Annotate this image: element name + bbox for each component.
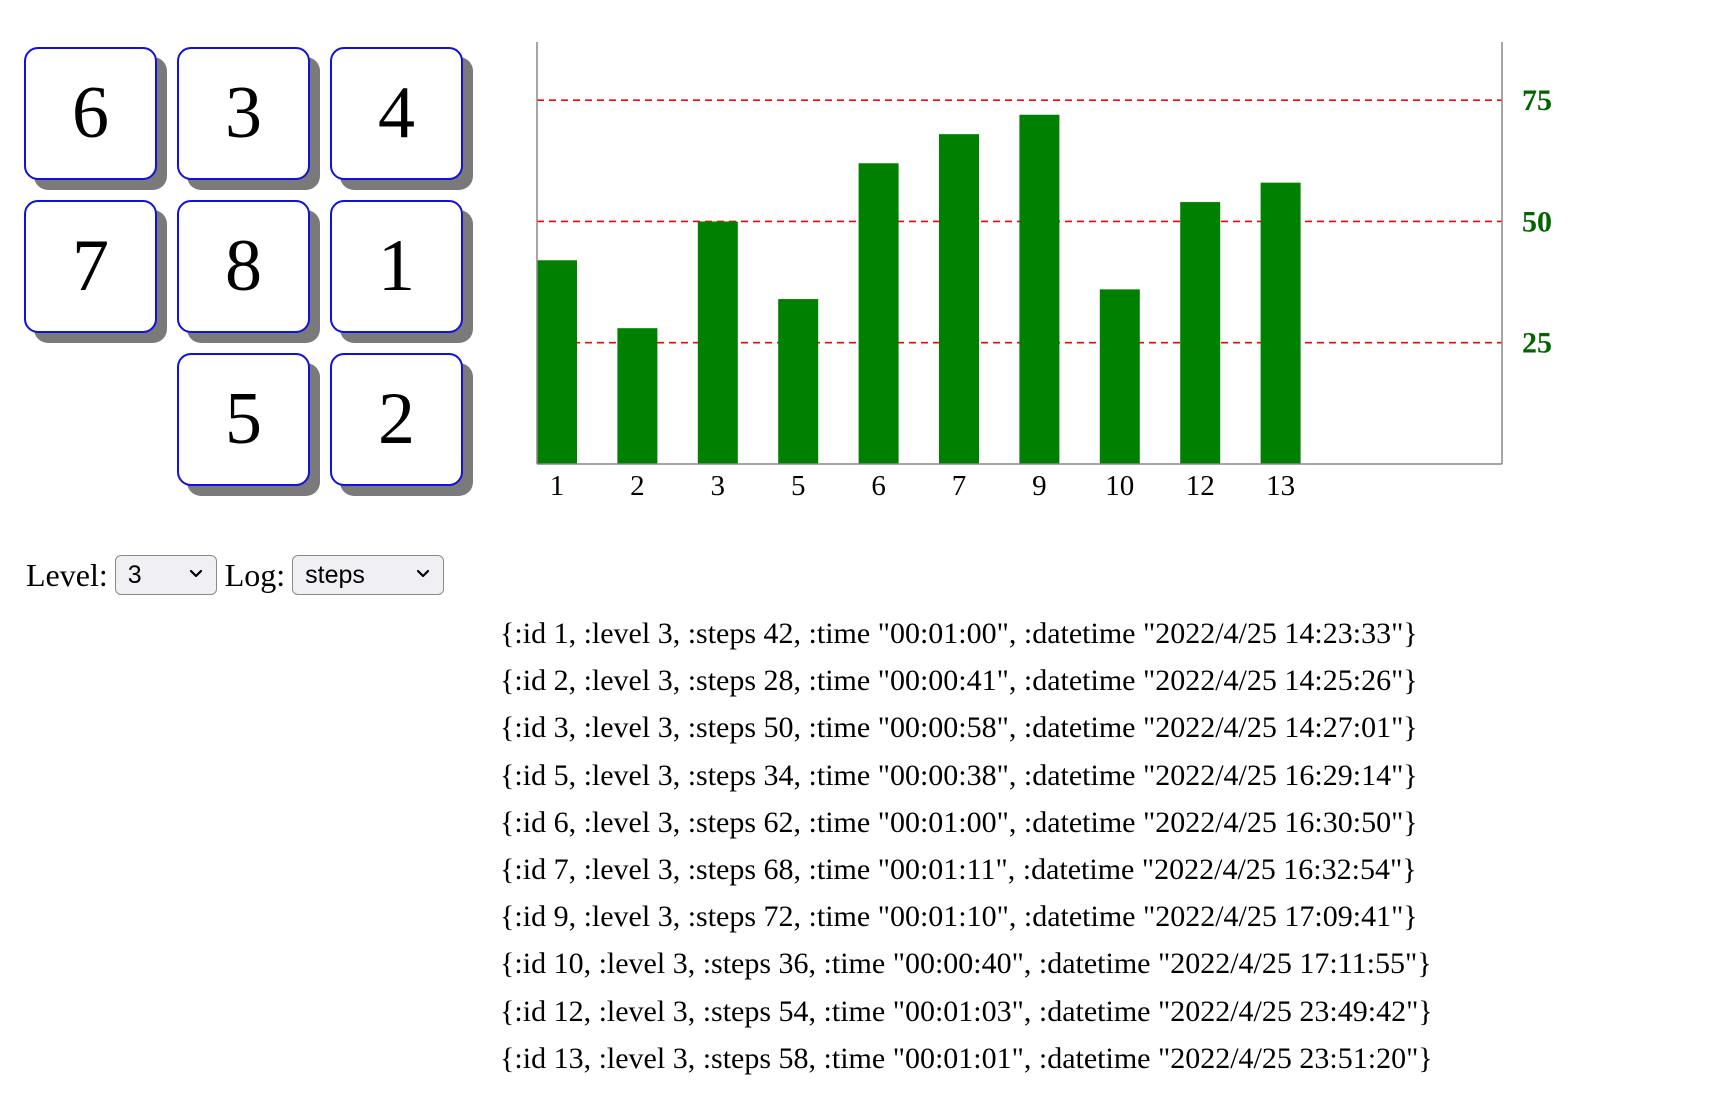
x-tick-label: 2 (630, 470, 645, 502)
controls-bar: Level: 3 Log: steps (26, 553, 452, 597)
chevron-down-icon (189, 569, 202, 578)
puzzle-tile[interactable]: 4 (330, 47, 463, 180)
puzzle-tile[interactable]: 5 (177, 353, 310, 486)
bar-3 (697, 221, 738, 464)
x-tick-label: 7 (952, 470, 967, 502)
puzzle-tile[interactable]: 1 (330, 200, 463, 333)
log-entry: {:id 10, :level 3, :steps 36, :time "00:… (500, 947, 1432, 981)
puzzle-tile[interactable]: 7 (24, 200, 157, 333)
bar-13 (1260, 182, 1301, 464)
log-entry: {:id 1, :level 3, :steps 42, :time "00:0… (500, 617, 1418, 650)
bar-12 (1180, 202, 1221, 464)
level-select[interactable]: 3 (114, 555, 217, 595)
bar-6 (858, 163, 899, 464)
x-tick-label: 1 (550, 470, 565, 502)
log-label: Log: (224, 556, 286, 593)
puzzle-tile[interactable]: 8 (177, 200, 310, 333)
log-entry: {:id 7, :level 3, :steps 68, :time "00:0… (500, 852, 1417, 886)
puzzle-tile[interactable]: 3 (177, 47, 310, 180)
log-select[interactable]: steps (292, 555, 445, 595)
bar-2 (617, 328, 658, 464)
bar-5 (778, 299, 819, 464)
chevron-down-icon (417, 569, 430, 578)
x-tick-label: 5 (791, 470, 806, 502)
bar-9 (1019, 114, 1060, 465)
log-entry: {:id 9, :level 3, :steps 72, :time "00:0… (500, 900, 1418, 934)
bar-7 (939, 134, 979, 464)
x-tick-label: 10 (1105, 470, 1134, 502)
log-entry: {:id 5, :level 3, :steps 34, :time "00:0… (500, 758, 1418, 792)
y-tick-label: 75 (1522, 84, 1552, 117)
y-tick-label: 25 (1522, 327, 1552, 360)
x-tick-label: 6 (871, 470, 886, 502)
log-entry: {:id 12, :level 3, :steps 54, :time "00:… (500, 994, 1433, 1028)
log-entry: {:id 3, :level 3, :steps 50, :time "00:0… (500, 711, 1418, 745)
log-select-value: steps (305, 560, 365, 589)
log-entry: {:id 13, :level 3, :steps 58, :time "00:… (500, 1041, 1433, 1075)
puzzle-tile[interactable]: 2 (330, 353, 463, 486)
log-entry: {:id 2, :level 3, :steps 28, :time "00:0… (500, 664, 1418, 698)
puzzle-tile[interactable]: 6 (24, 47, 157, 180)
game-log-list: {:id 1, :level 3, :steps 42, :time "00:0… (500, 610, 1433, 1082)
level-select-value: 3 (127, 560, 142, 589)
bar-1 (537, 260, 577, 464)
y-tick-label: 50 (1522, 205, 1552, 238)
x-tick-label: 3 (711, 470, 726, 502)
level-label: Level: (26, 556, 108, 593)
log-entry: {:id 6, :level 3, :steps 62, :time "00:0… (500, 805, 1418, 839)
x-tick-label: 12 (1186, 470, 1215, 502)
x-tick-label: 9 (1032, 470, 1047, 502)
x-tick-label: 13 (1266, 470, 1295, 502)
bar-10 (1099, 289, 1140, 464)
